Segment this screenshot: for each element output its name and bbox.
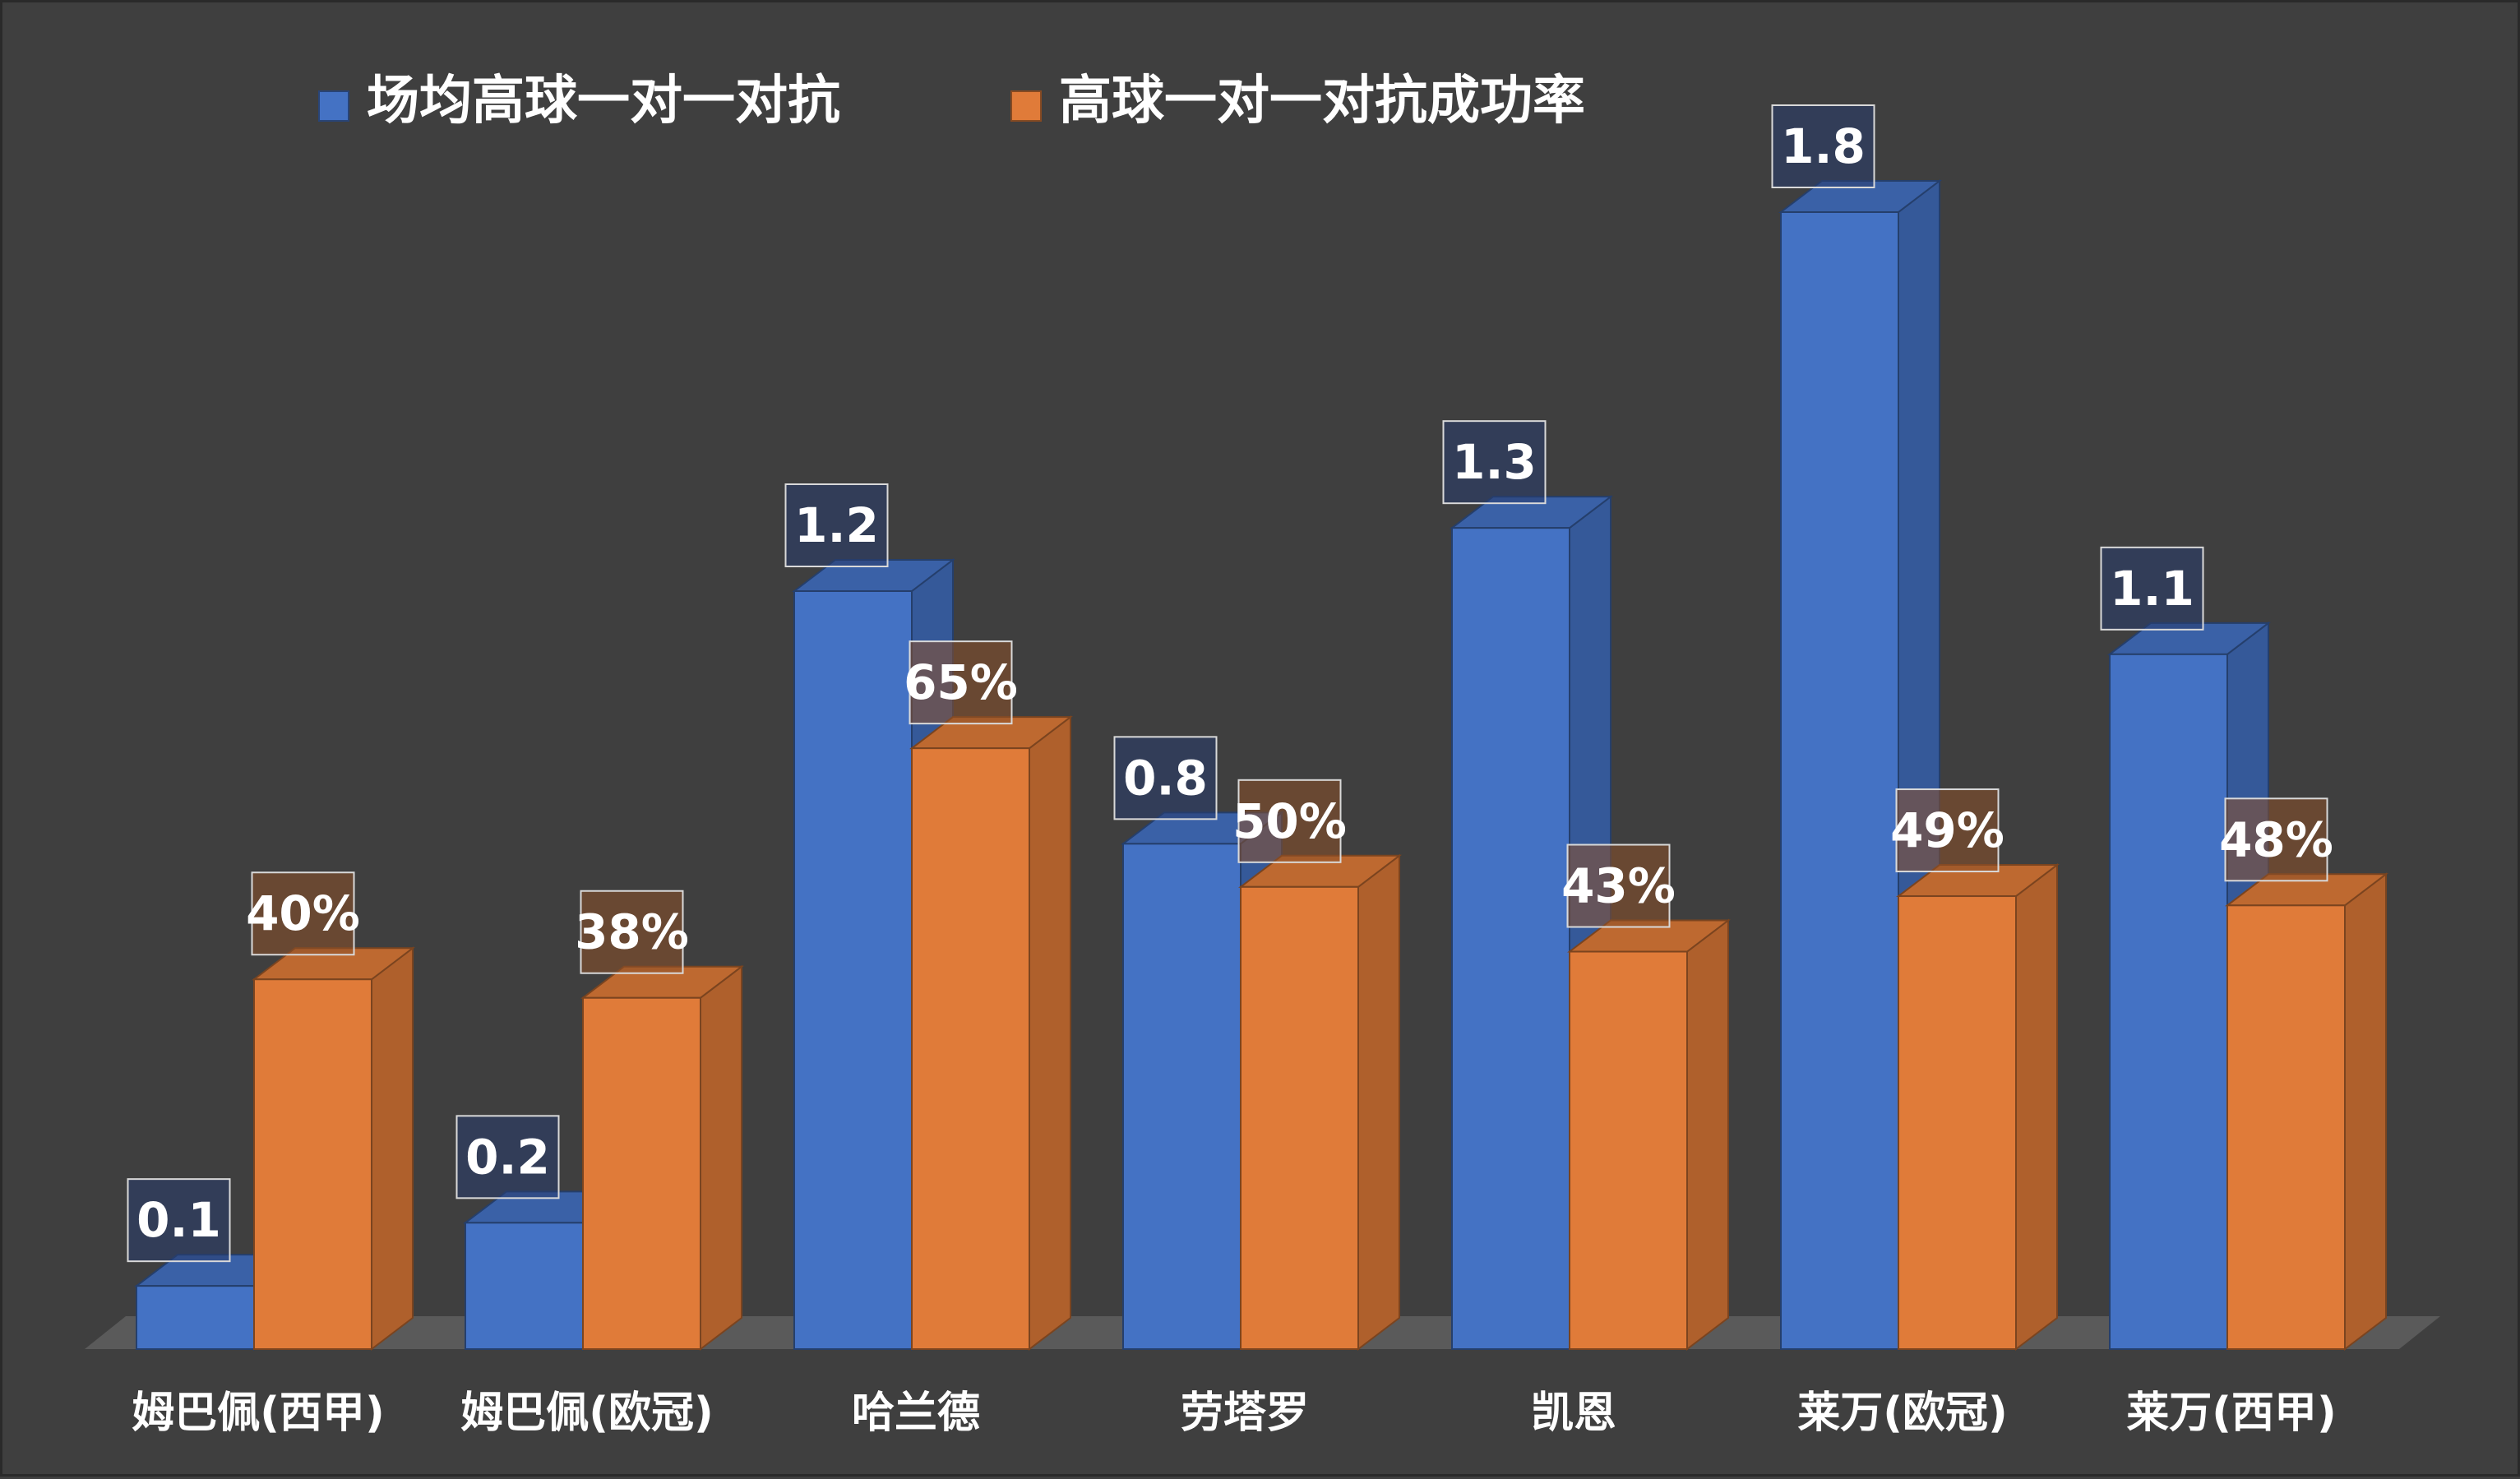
legend-label-1: 场均高球一对一对抗: [367, 71, 840, 132]
data-label-box-1-2: [455, 1115, 560, 1199]
category-label-7: 莱万(西甲): [2126, 1389, 2337, 1438]
data-label-box-1-4: [1113, 736, 1218, 820]
category-label-4: 劳塔罗: [1181, 1389, 1309, 1438]
data-label-2-1: 40%: [246, 885, 360, 941]
bar-1-4: [1122, 843, 1242, 1350]
legend-swatch-2: [1010, 90, 1042, 122]
data-label-box-2-4: [1237, 779, 1342, 863]
bar-side-2-6: [2015, 863, 2058, 1352]
category-label-6: 莱万(欧冠): [1797, 1389, 2008, 1438]
bar-2-3: [911, 747, 1030, 1350]
bar-2-1: [253, 978, 372, 1350]
bar-1-2: [465, 1222, 584, 1351]
data-label-2-4: 50%: [1232, 793, 1347, 849]
bar-side-2-4: [1357, 853, 1400, 1352]
bar-side-2-5: [1686, 918, 1729, 1352]
data-label-2-3: 65%: [904, 654, 1018, 710]
data-label-box-2-7: [2224, 797, 2328, 882]
bar-side-2-7: [2344, 872, 2387, 1352]
data-label-1-4: 0.8: [1123, 750, 1208, 806]
data-label-1-3: 1.2: [794, 497, 879, 553]
bar-1-6: [1780, 211, 1899, 1350]
data-label-2-6: 49%: [1890, 802, 2004, 858]
bar-side-2-2: [700, 964, 742, 1352]
category-label-1: 姆巴佩(西甲): [132, 1389, 385, 1438]
bar-2-7: [2226, 904, 2346, 1351]
bar-1-7: [2109, 653, 2228, 1350]
data-label-box-1-3: [784, 483, 889, 567]
data-label-2-2: 38%: [575, 904, 689, 960]
data-label-box-2-6: [1895, 788, 2000, 873]
legend-swatch-1: [318, 90, 349, 122]
bar-2-6: [1898, 895, 2017, 1351]
data-label-box-1-5: [1442, 420, 1547, 505]
bar-side-2-1: [371, 946, 414, 1352]
data-label-1-6: 1.8: [1781, 118, 1866, 174]
data-label-1-2: 0.2: [465, 1129, 550, 1185]
bar-1-1: [136, 1285, 255, 1350]
category-label-5: 凯恩: [1531, 1389, 1616, 1438]
legend-label-2: 高球一对一对抗成功率: [1059, 71, 1585, 132]
data-label-2-5: 43%: [1561, 858, 1676, 914]
bar-side-2-3: [1029, 715, 1071, 1352]
data-label-1-5: 1.3: [1452, 434, 1537, 490]
data-label-1-7: 1.1: [2110, 561, 2194, 617]
data-label-box-1-1: [127, 1178, 231, 1263]
data-label-1-1: 0.1: [136, 1192, 221, 1248]
data-label-box-2-3: [909, 640, 1013, 725]
data-label-box-1-6: [1771, 104, 1875, 188]
bar-2-2: [582, 996, 701, 1350]
category-label-3: 哈兰德: [852, 1389, 980, 1438]
data-label-box-2-1: [251, 871, 355, 956]
bar-2-5: [1569, 950, 1688, 1350]
data-label-box-2-5: [1566, 843, 1671, 928]
data-label-box-2-2: [580, 890, 684, 974]
bar-2-4: [1240, 885, 1359, 1351]
bar-1-3: [793, 590, 913, 1350]
category-label-2: 姆巴佩(欧冠): [460, 1389, 714, 1438]
data-label-2-7: 48%: [2219, 811, 2333, 867]
data-label-box-1-7: [2100, 546, 2204, 631]
bar-1-5: [1451, 527, 1570, 1350]
